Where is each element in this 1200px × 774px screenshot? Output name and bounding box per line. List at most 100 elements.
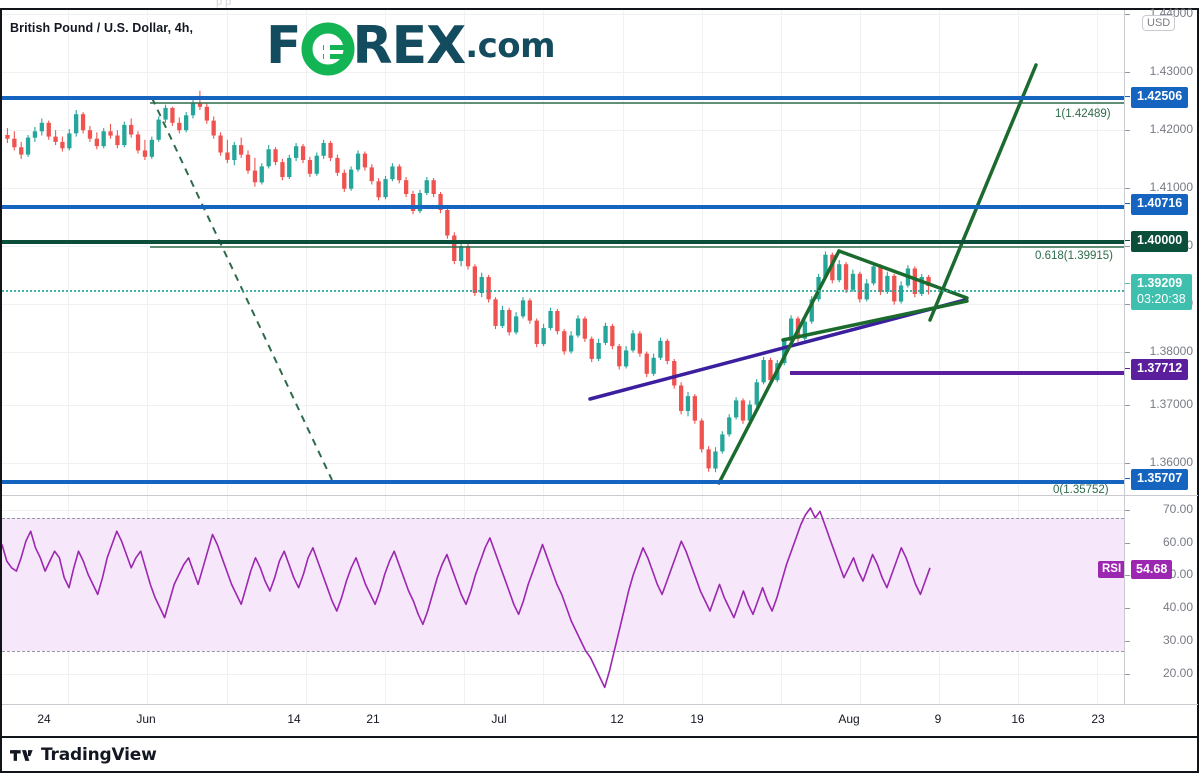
tradingview-logo-icon: [10, 749, 33, 761]
vertical-gridline: [147, 10, 148, 704]
countdown-timer: 03:20:38: [1137, 291, 1186, 306]
time-axis-label: 16: [1011, 712, 1025, 726]
vertical-gridline: [464, 10, 465, 704]
badge-value: 1.40716: [1137, 196, 1183, 210]
badge-tick-mark: [1125, 96, 1130, 97]
price-tick-label: 1.38000: [1149, 344, 1193, 358]
hline-1-37712[interactable]: [790, 371, 1124, 375]
hline-1-35707[interactable]: [2, 480, 1124, 484]
logo-f: F: [266, 15, 302, 76]
price-tick-mark: [1125, 72, 1130, 73]
time-axis-label: 12: [610, 712, 624, 726]
time-axis-label: Aug: [838, 712, 860, 726]
rsi-tick-mark: [1125, 608, 1130, 609]
forex-com-logo: F REX .com: [266, 15, 556, 76]
badge-value: 1.42506: [1137, 89, 1183, 103]
current-price-dotted-line: [2, 290, 1124, 292]
horizontal-gridline: [2, 674, 1124, 675]
horizontal-gridline: [2, 352, 1124, 353]
price-pane: [5, 63, 1124, 485]
time-axis-label: Jun: [136, 712, 156, 726]
rsi-tick-mark: [1125, 641, 1130, 642]
badge-value: 1.35707: [1137, 471, 1183, 485]
horizontal-gridline: [2, 188, 1124, 189]
horizontal-gridline: [2, 510, 1124, 511]
vertical-gridline: [781, 10, 782, 704]
current-price-badge[interactable]: 1.39209 03:20:38: [1131, 274, 1192, 311]
resistance-1-40000-badge[interactable]: 1.40000: [1131, 231, 1189, 252]
tradingview-attribution[interactable]: TradingView: [10, 745, 157, 765]
support-1-37712-badge[interactable]: 1.37712: [1131, 359, 1189, 380]
rsi-tick-mark: [1125, 575, 1130, 576]
time-axis-label: Jul: [491, 712, 507, 726]
rsi-value-badge[interactable]: 54.68: [1131, 559, 1173, 579]
rsi-series-tag[interactable]: RSI: [1098, 560, 1126, 578]
fib-level-label: 0(1.35752): [1053, 484, 1109, 496]
badge-value: 1.37712: [1137, 361, 1183, 375]
price-tick-mark: [1125, 405, 1130, 406]
badge-value: 1.40000: [1137, 233, 1183, 247]
breakout-projection-arrow: [928, 63, 1038, 322]
vertical-gridline: [543, 10, 544, 704]
chart-title[interactable]: British Pound / U.S. Dollar, 4h,: [10, 21, 194, 35]
hline-1-40000[interactable]: [2, 240, 1124, 244]
horizontal-gridline: [2, 72, 1124, 73]
horizontal-gridline: [2, 130, 1124, 131]
rsi-level-30-line: [2, 650, 1124, 652]
rsi-overbought-oversold-band: [2, 517, 1124, 651]
rsi-level-70-line: [2, 517, 1124, 519]
horizontal-gridline: [2, 14, 1124, 15]
time-axis-divider: [2, 704, 1198, 705]
price-tick-mark: [1125, 246, 1130, 247]
resistance-1-40716-badge[interactable]: 1.40716: [1131, 194, 1189, 215]
resistance-1-42506-badge[interactable]: 1.42506: [1131, 87, 1189, 108]
hline-1-40716[interactable]: [2, 205, 1124, 209]
vertical-gridline: [623, 10, 624, 704]
vertical-gridline: [702, 10, 703, 704]
vertical-gridline: [1097, 10, 1098, 704]
rsi-tick-label: 30.00: [1162, 633, 1193, 647]
badge-value: 1.39209: [1137, 276, 1183, 290]
rsi-tick-label: 70.00: [1162, 502, 1193, 516]
price-tick-mark: [1125, 14, 1130, 15]
vertical-gridline: [385, 10, 386, 704]
price-tick-label: 1.41000: [1149, 180, 1193, 194]
clipped-header-text: p p: [216, 0, 232, 8]
vertical-gridline: [68, 10, 69, 704]
vertical-gridline: [227, 10, 228, 704]
rsi-tick-mark: [1125, 543, 1130, 544]
rsi-tick-mark: [1125, 674, 1130, 675]
rsi-tick-label: 60.00: [1162, 535, 1193, 549]
price-tick-mark: [1125, 304, 1130, 305]
time-axis-label: 9: [934, 712, 942, 726]
price-axis-divider: [1124, 10, 1125, 704]
hline-1-42506[interactable]: [2, 96, 1124, 100]
support-1-35707-badge[interactable]: 1.35707: [1131, 469, 1189, 490]
rsi-tick-mark: [1125, 510, 1130, 511]
horizontal-gridline: [2, 304, 1124, 305]
rsi-pane: [2, 507, 931, 689]
rsi-tick-label: 20.00: [1162, 666, 1193, 680]
vertical-gridline: [306, 10, 307, 704]
rsi-line-series: [2, 507, 931, 689]
price-tick-label: 1.42000: [1149, 122, 1193, 136]
logo-dotcom: .com: [465, 25, 556, 66]
price-tick-mark: [1125, 463, 1130, 464]
footer-divider: [2, 736, 1198, 738]
rsi-tick-label: 40.00: [1162, 600, 1193, 614]
currency-chip[interactable]: USD: [1142, 15, 1176, 31]
time-axis-label: 23: [1091, 712, 1105, 726]
vertical-gridline: [860, 10, 861, 704]
tradingview-label: TradingView: [41, 745, 157, 765]
logo-rex: REX: [352, 15, 467, 76]
bullish-impulse-leg: [717, 249, 841, 485]
time-axis-label: 21: [366, 712, 380, 726]
time-axis-label: 24: [37, 712, 51, 726]
fib-level-label: 0.618(1.39915): [1035, 250, 1114, 262]
price-tick-label: 1.36000: [1149, 455, 1193, 469]
ascending-support-trendline: [588, 298, 967, 401]
vertical-gridline: [1018, 10, 1019, 704]
vertical-gridline: [939, 10, 940, 704]
price-tick-label: 1.37000: [1149, 397, 1193, 411]
